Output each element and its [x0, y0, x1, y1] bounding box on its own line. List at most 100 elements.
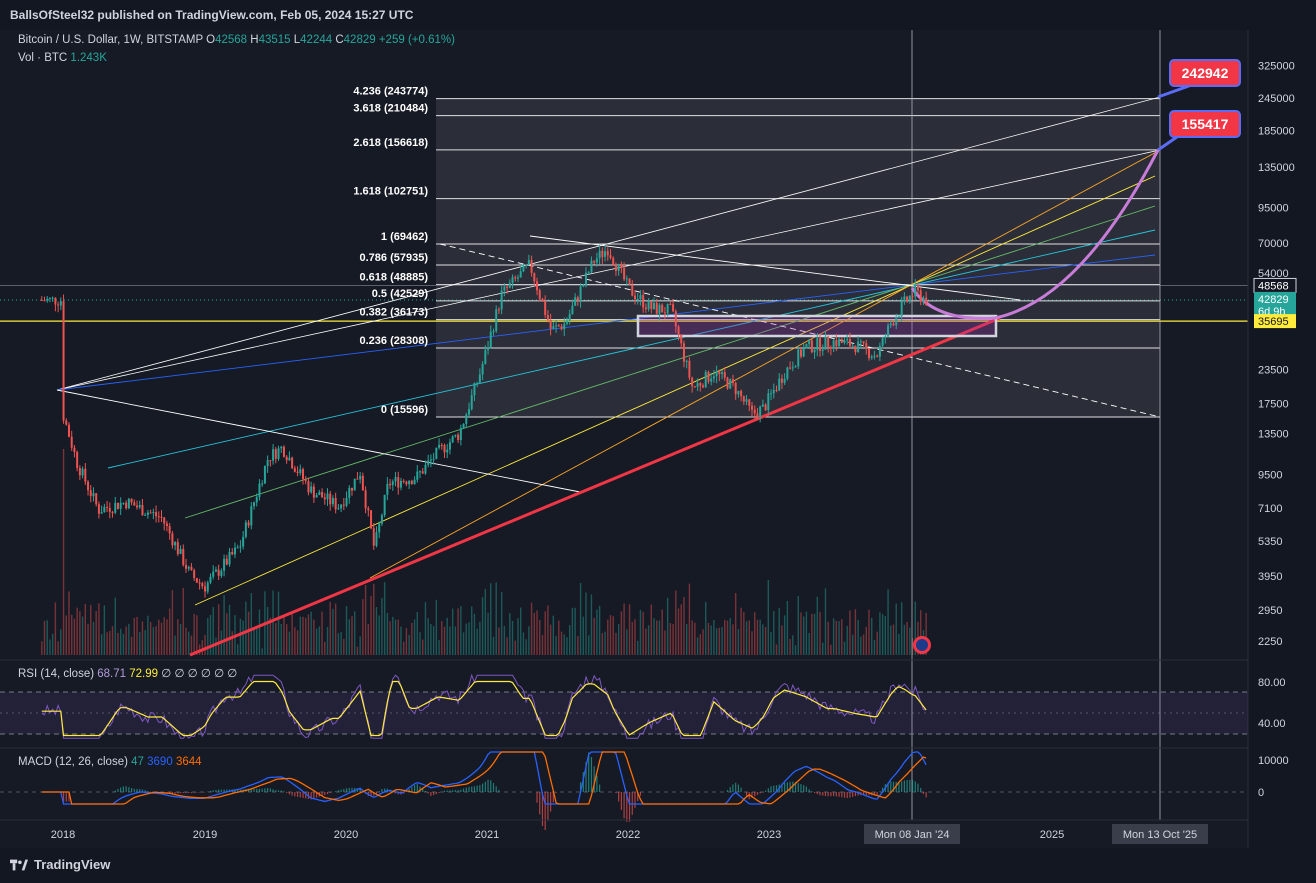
volume-bar	[645, 628, 647, 655]
macd-hist-bar	[433, 792, 435, 796]
volume-bar	[487, 612, 489, 655]
macd-hist-bar	[435, 792, 437, 795]
volume-bar	[669, 623, 672, 655]
currency-button[interactable]: USD	[1254, 33, 1304, 59]
volume-bar	[914, 601, 916, 655]
candle-body	[106, 506, 109, 508]
candle-body	[97, 504, 100, 514]
macd-hist-bar	[413, 784, 416, 792]
candle-body	[448, 442, 451, 450]
volume-bar	[367, 624, 370, 655]
candle-body	[462, 423, 465, 429]
y-tick-13500: 13500	[1258, 429, 1289, 441]
volume-bar	[506, 637, 508, 655]
macd-hist-bar	[267, 787, 269, 792]
volume-bar	[171, 590, 174, 655]
candle-body	[555, 325, 558, 327]
candle-body	[680, 334, 683, 344]
volume-bar	[100, 634, 103, 655]
rsi-ma-value: 72.99	[129, 668, 159, 680]
volume-bar	[571, 607, 574, 655]
macd-hist-bar	[615, 792, 617, 794]
candle-body	[427, 460, 430, 465]
candle-body	[127, 498, 130, 509]
candle-body	[65, 420, 68, 425]
volume-bar	[84, 603, 87, 655]
volume-bar	[160, 622, 163, 655]
macd-hist-bar	[498, 789, 500, 792]
macd-hist-bar	[196, 792, 198, 793]
macd-legend[interactable]: MACD (12, 26, close) 47 3690 3644	[18, 756, 202, 768]
macd-hist-bar	[155, 792, 157, 793]
volume-bar	[683, 597, 685, 655]
macd-hist-bar	[827, 792, 829, 797]
candle-body	[604, 251, 607, 257]
candle-body	[598, 250, 601, 259]
candle-body	[623, 268, 626, 280]
candle-body	[897, 316, 900, 318]
fan-line-cyan	[107, 229, 1156, 469]
candle-body	[647, 301, 650, 310]
volume-bar	[547, 605, 549, 655]
volume-legend[interactable]: Vol · BTC 1.243K	[18, 52, 107, 64]
candle-body	[239, 546, 242, 548]
candle-body	[157, 516, 160, 518]
candle-body	[440, 444, 443, 446]
candle-body	[609, 255, 612, 258]
candle-body	[655, 302, 658, 314]
macd-hist-bar	[745, 792, 748, 796]
candle-body	[824, 336, 827, 350]
macd-hist-bar	[634, 792, 636, 808]
macd-hist-bar	[223, 789, 225, 792]
macd-hist-bar	[792, 781, 794, 792]
y-tick-3950: 3950	[1258, 571, 1282, 583]
candle-body	[571, 305, 574, 315]
volume-bar	[909, 627, 911, 655]
candle-body	[312, 486, 315, 498]
volume-bar	[299, 616, 301, 655]
candle-body	[794, 366, 797, 368]
rsi-legend[interactable]: RSI (14, close) 68.71 72.99 ∅ ∅ ∅ ∅ ∅ ∅	[18, 666, 237, 680]
volume-bar	[628, 604, 631, 655]
volume-bar	[813, 613, 816, 655]
candle-body	[242, 536, 245, 547]
candle-body	[187, 566, 190, 569]
volume-bar	[193, 613, 195, 655]
candle-body	[408, 480, 411, 485]
volume-bar	[51, 633, 54, 655]
candle-body	[432, 458, 435, 460]
volume-bar	[865, 626, 867, 655]
volume-bar	[54, 602, 57, 655]
volume-bar	[245, 601, 247, 655]
macd-hist-bar	[313, 792, 315, 799]
volume-bar	[838, 621, 840, 655]
tradingview-logo[interactable]: TradingView	[10, 857, 110, 872]
macd-hist-bar	[174, 792, 176, 794]
candle-body	[299, 469, 302, 473]
volume-bar	[46, 620, 48, 655]
candle-body	[778, 378, 781, 391]
candle-body	[277, 448, 280, 459]
macd-hist-bar	[550, 792, 552, 812]
candle-body	[375, 532, 378, 546]
volume-bar	[438, 639, 440, 655]
volume-bar	[130, 636, 133, 655]
candle-body	[201, 583, 204, 587]
candle-body	[340, 504, 343, 509]
candle-body	[552, 326, 555, 329]
macd-hist-bar	[811, 791, 813, 792]
macd-hist-bar	[302, 792, 304, 798]
fib-label-3.618: 3.618 (210484)	[353, 103, 428, 115]
volume-bar	[879, 612, 881, 655]
volume-bar	[111, 626, 114, 655]
candle-body	[495, 309, 498, 331]
volume-bar	[873, 640, 876, 655]
volume-bar	[373, 583, 375, 655]
volume-bar	[266, 606, 269, 655]
volume-bar	[435, 599, 438, 655]
volume-bar	[737, 629, 740, 655]
macd-hist-bar	[367, 792, 369, 797]
volume-bar	[332, 608, 334, 655]
symbol-legend[interactable]: Bitcoin / U.S. Dollar, 1W, BITSTAMP O425…	[18, 34, 455, 46]
